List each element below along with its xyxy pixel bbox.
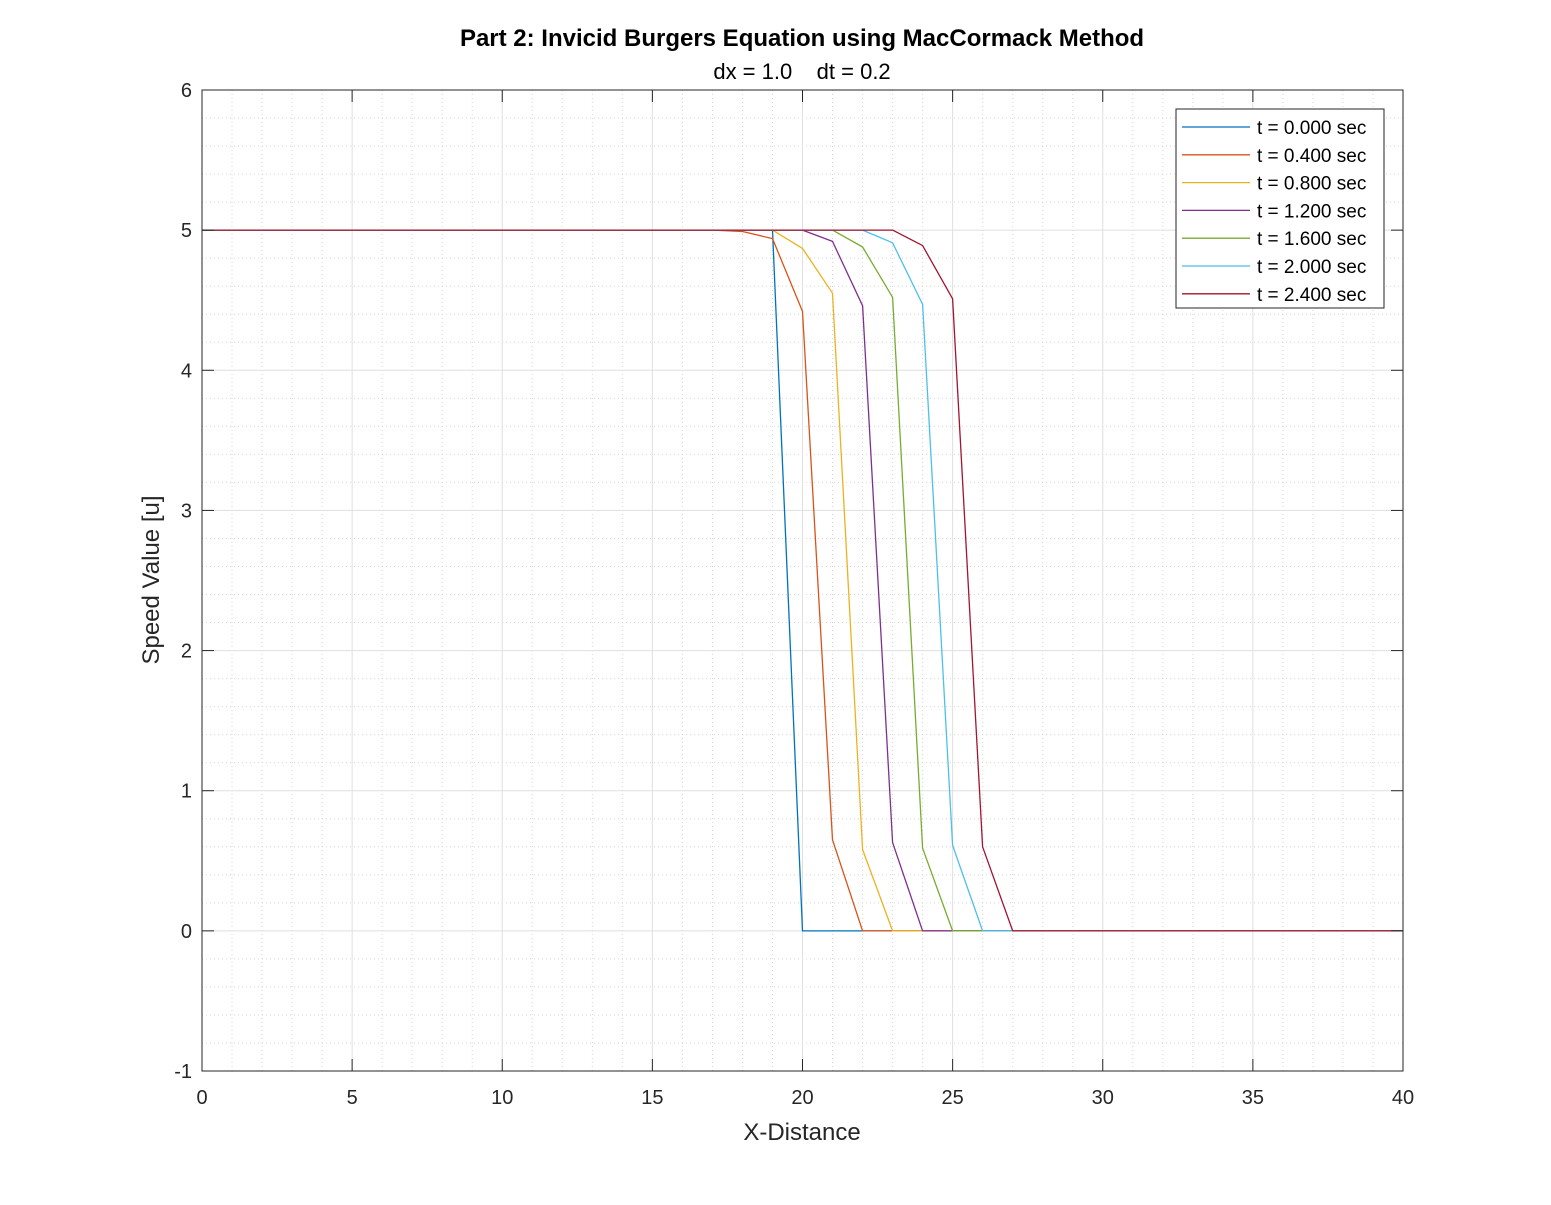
x-tick-labels: 0 5 10 15 20 25 30 35 40 — [196, 1087, 1414, 1109]
x-tick-label: 5 — [347, 1087, 358, 1109]
legend-label: t = 1.600 sec — [1257, 229, 1366, 250]
legend-label: t = 0.400 sec — [1257, 146, 1366, 167]
y-tick-label: 5 — [181, 220, 192, 242]
legend-entry[interactable]: t = 1.200 sec — [1182, 201, 1366, 222]
legend-entry[interactable]: t = 0.800 sec — [1182, 174, 1366, 195]
legend-entries: t = 0.000 sec t = 0.400 sec t = 0.800 sec t… — [1182, 118, 1366, 306]
x-tick-label: 20 — [791, 1087, 813, 1109]
legend-label: t = 0.000 sec — [1257, 118, 1366, 139]
x-tick-label: 10 — [491, 1087, 513, 1109]
legend-label: t = 2.400 sec — [1257, 285, 1366, 306]
x-tick-label: 35 — [1242, 1087, 1264, 1109]
chart-title: Part 2: Invicid Burgers Equation using M… — [460, 25, 1144, 52]
legend-box — [1175, 108, 1385, 309]
x-tick-label: 40 — [1392, 1087, 1414, 1109]
y-tick-label: 1 — [181, 781, 192, 803]
x-tick-label: 25 — [942, 1087, 964, 1109]
legend-entry[interactable]: t = 2.000 sec — [1182, 257, 1366, 278]
chart-subtitle: dx = 1.0 dt = 0.2 — [713, 59, 890, 84]
y-tick-labels: -1 0 1 2 3 4 5 6 — [174, 80, 192, 1083]
legend-label: t = 1.200 sec — [1257, 201, 1366, 222]
y-tick-label: 2 — [181, 641, 192, 663]
y-tick-label: 3 — [181, 500, 192, 522]
x-tick-label: 15 — [641, 1087, 663, 1109]
legend-entry[interactable]: t = 0.400 sec — [1182, 146, 1366, 167]
series-line-6 — [202, 229, 1403, 932]
legend[interactable]: t = 0.000 sec t = 0.400 sec t = 0.800 sec t… — [1175, 108, 1385, 309]
y-tick-label: 6 — [181, 80, 192, 102]
x-tick-label: 30 — [1092, 1087, 1114, 1109]
axis-ticks — [201, 89, 1404, 1072]
legend-label: t = 2.000 sec — [1257, 257, 1366, 278]
y-tick-label: 4 — [181, 360, 192, 382]
x-tick-label: 0 — [196, 1087, 207, 1109]
y-axis-label: Speed Value [u] — [138, 495, 165, 664]
legend-entry[interactable]: t = 1.600 sec — [1182, 229, 1366, 250]
y-tick-label: 0 — [181, 921, 192, 943]
legend-label: t = 0.800 sec — [1257, 174, 1366, 195]
legend-entry[interactable]: t = 0.000 sec — [1182, 118, 1366, 139]
legend-entry[interactable]: t = 2.400 sec — [1182, 285, 1366, 306]
y-tick-label: -1 — [174, 1061, 192, 1083]
series-layer — [202, 229, 1403, 932]
x-axis-label: X-Distance — [743, 1119, 860, 1146]
